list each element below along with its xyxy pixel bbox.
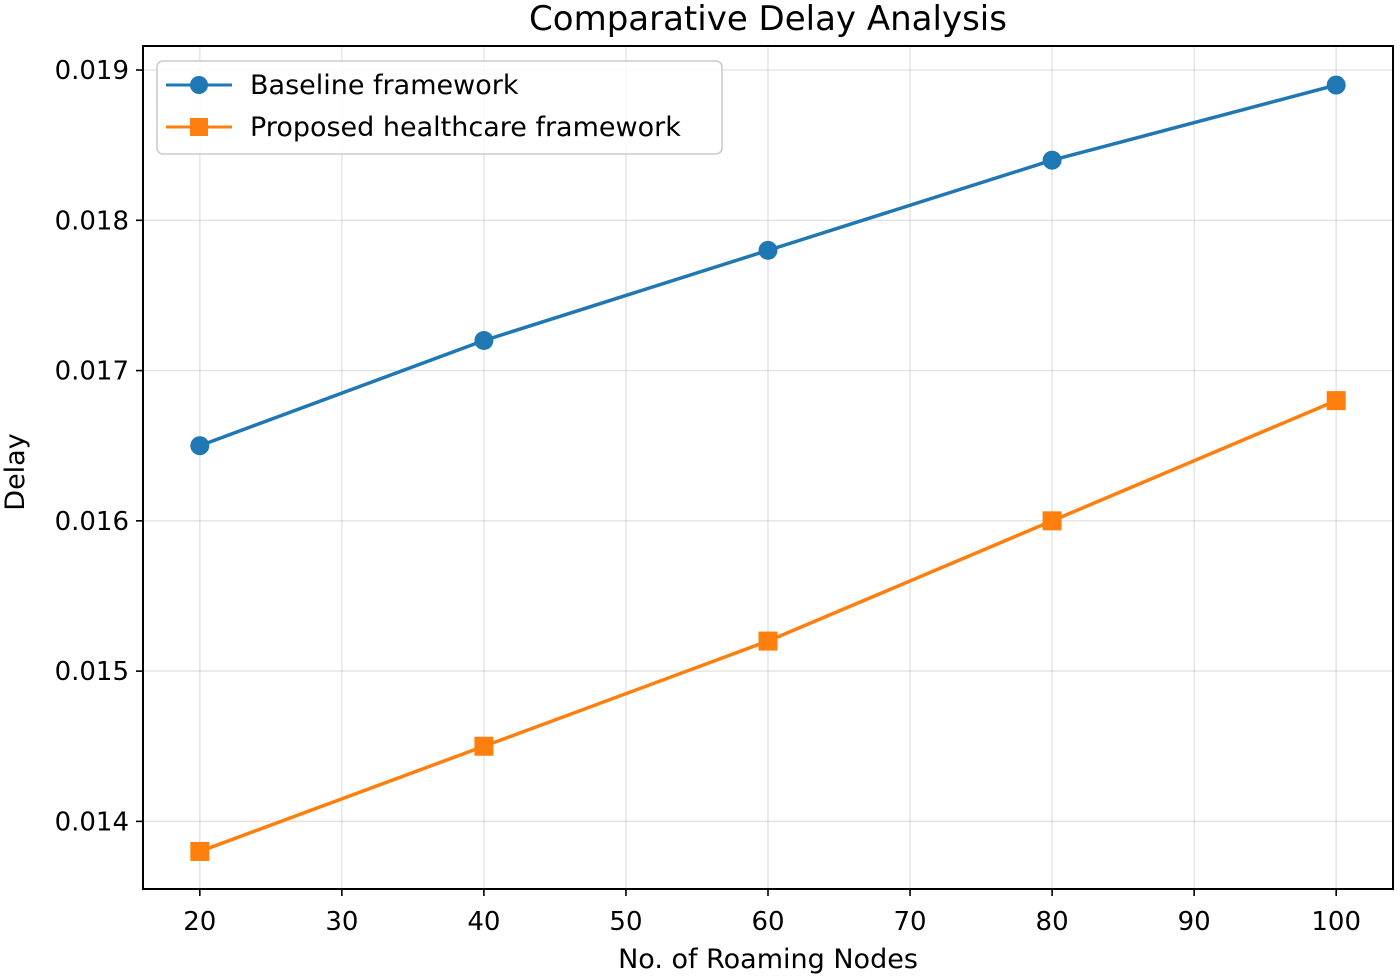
grid (143, 46, 1393, 889)
data-point-proposed-100 (1326, 391, 1346, 411)
x-tick-label-30: 30 (325, 907, 358, 937)
data-point-proposed-80 (1042, 511, 1062, 531)
data-point-baseline-60 (758, 240, 778, 260)
legend-box (156, 60, 723, 155)
axis-ticks: 20 30 40 50 60 70 80 90 100 0.014 0.015 0.016 0.017 0… (55, 56, 1361, 937)
legend-proposed-label: Proposed healthcare framework (250, 112, 681, 143)
series-baseline (190, 75, 1346, 456)
y-tick-label-0.016: 0.016 (55, 507, 129, 537)
y-tick-label-0.014: 0.014 (55, 807, 129, 837)
x-tick-label-70: 70 (893, 907, 926, 937)
series-proposed (190, 391, 1346, 861)
legend-baseline-marker (190, 76, 208, 94)
y-axis-label: Delay (0, 433, 31, 510)
y-tick-label-0.015: 0.015 (55, 657, 129, 687)
legend-baseline-label: Baseline framework (250, 70, 519, 101)
y-tick-label-0.018: 0.018 (55, 206, 129, 236)
legend-proposed-marker (190, 118, 208, 136)
x-tick-label-60: 60 (751, 907, 784, 937)
x-tick-label-100: 100 (1311, 907, 1361, 937)
x-tick-label-40: 40 (467, 907, 500, 937)
data-point-baseline-20 (190, 436, 210, 456)
legend: Baseline framework Proposed healthcare f… (156, 60, 723, 155)
series-layer (190, 75, 1346, 861)
chart-title: Comparative Delay Analysis (529, 0, 1007, 39)
data-point-baseline-40 (474, 331, 494, 351)
x-tick-label-20: 20 (183, 907, 216, 937)
data-point-proposed-20 (190, 841, 210, 861)
y-tick-label-0.017: 0.017 (55, 357, 129, 387)
x-tick-label-80: 80 (1036, 907, 1069, 937)
data-point-proposed-40 (474, 736, 494, 756)
data-point-proposed-60 (758, 631, 778, 651)
data-point-baseline-80 (1042, 150, 1062, 170)
y-tick-label-0.019: 0.019 (55, 56, 129, 86)
x-tick-label-50: 50 (609, 907, 642, 937)
x-axis-label: No. of Roaming Nodes (618, 944, 918, 975)
x-tick-label-90: 90 (1178, 907, 1211, 937)
data-point-baseline-100 (1326, 75, 1346, 95)
